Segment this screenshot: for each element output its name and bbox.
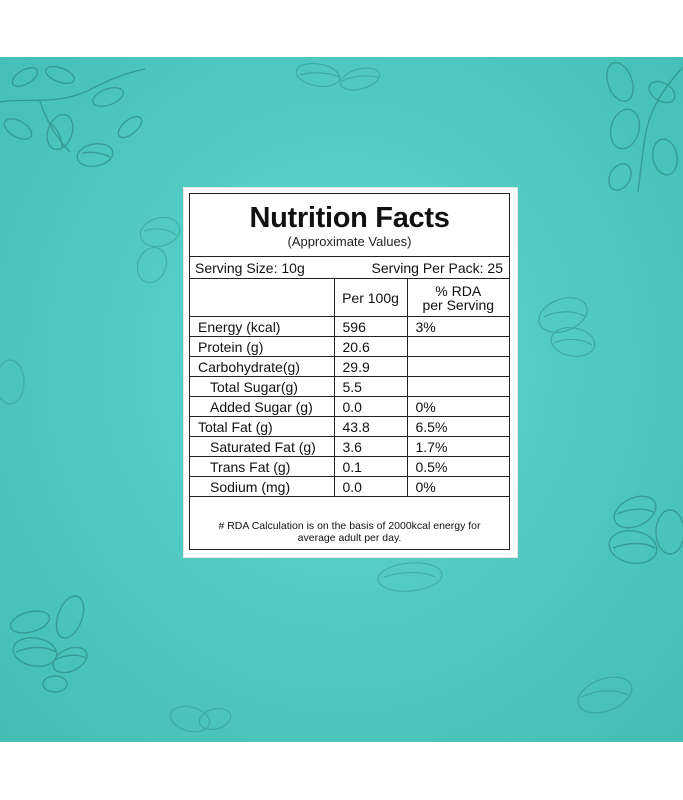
table-row: Total Sugar(g) 5.5 — [190, 376, 509, 397]
nutrient-rda — [406, 336, 509, 357]
table-row: Total Fat (g) 43.8 6.5% — [190, 416, 509, 437]
header-rda-line2: per Serving — [422, 296, 495, 313]
header-empty-cell — [190, 278, 335, 317]
table-row: Energy (kcal) 596 3% — [190, 316, 509, 337]
almond-icon — [595, 482, 683, 577]
table-row: Saturated Fat (g) 3.6 1.7% — [190, 436, 509, 457]
almond-icon — [290, 57, 400, 107]
nutrient-per100g: 0.0 — [333, 396, 408, 417]
header-per100g: Per 100g — [333, 278, 408, 317]
teal-background: Nutrition Facts (Approximate Values) Ser… — [0, 57, 683, 742]
nutrient-name: Added Sugar (g) — [190, 396, 335, 417]
nutrient-rda: 6.5% — [406, 416, 509, 437]
nutrient-per100g: 43.8 — [333, 416, 408, 437]
nutrient-rda: 0% — [406, 396, 509, 417]
nutrient-name: Sodium (mg) — [190, 476, 335, 497]
almond-branch-icon — [590, 57, 683, 197]
header-rda-line1: % RDA — [435, 282, 482, 299]
table-row: Carbohydrate(g) 29.9 — [190, 356, 509, 377]
almond-icon — [130, 207, 190, 287]
almond-icon — [570, 667, 640, 727]
nutrient-name: Energy (kcal) — [190, 316, 335, 337]
nutrient-per100g: 596 — [333, 316, 408, 337]
nutrient-rda: 1.7% — [406, 436, 509, 457]
label-title: Nutrition Facts — [249, 202, 450, 234]
almond-icon — [0, 357, 30, 407]
nutrient-per100g: 20.6 — [333, 336, 408, 357]
header-rda: % RDA per Serving — [406, 278, 509, 317]
almond-icon — [528, 287, 603, 367]
nutrient-per100g: 5.5 — [333, 376, 408, 397]
nutrient-name: Total Sugar(g) — [190, 376, 335, 397]
nutrient-name: Total Fat (g) — [190, 416, 335, 437]
rda-footnote: # RDA Calculation is on the basis of 200… — [190, 520, 509, 544]
nutrient-name: Carbohydrate(g) — [190, 356, 335, 377]
nutrient-per100g: 0.1 — [333, 456, 408, 477]
table-row: Protein (g) 20.6 — [190, 336, 509, 357]
almond-icon — [165, 697, 235, 742]
table-header-row: Per 100g % RDA per Serving — [190, 278, 509, 317]
nutrient-name: Trans Fat (g) — [190, 456, 335, 477]
nutrient-rda — [406, 356, 509, 377]
nutrient-per100g: 0.0 — [333, 476, 408, 497]
nutrient-rda: 3% — [406, 316, 509, 337]
table-row: Sodium (mg) 0.0 0% — [190, 476, 509, 497]
serving-row: Serving Size: 10g Serving Per Pack: 25 — [190, 256, 509, 278]
serving-size: Serving Size: 10g — [195, 260, 305, 276]
nutrient-per100g: 29.9 — [333, 356, 408, 377]
nutrient-rda: 0.5% — [406, 456, 509, 477]
nutrition-label: Nutrition Facts (Approximate Values) Ser… — [183, 187, 518, 558]
table-row: Trans Fat (g) 0.1 0.5% — [190, 456, 509, 477]
nutrient-name: Saturated Fat (g) — [190, 436, 335, 457]
nutrient-rda: 0% — [406, 476, 509, 497]
nutrient-name: Protein (g) — [190, 336, 335, 357]
almond-branch-icon — [0, 592, 100, 702]
footnote-line1: # RDA Calculation is on the basis of 200… — [218, 520, 481, 532]
nutrition-table: Per 100g % RDA per Serving Energy (kcal)… — [190, 278, 509, 497]
label-subtitle: (Approximate Values) — [287, 234, 412, 249]
footnote-line2: average adult per day. — [297, 532, 402, 544]
almond-branch-icon — [0, 57, 150, 182]
nutrient-rda — [406, 376, 509, 397]
table-row: Added Sugar (g) 0.0 0% — [190, 396, 509, 417]
nutrition-label-frame: Nutrition Facts (Approximate Values) Ser… — [189, 193, 510, 550]
almond-icon — [370, 557, 450, 602]
serving-per-pack: Serving Per Pack: 25 — [371, 260, 503, 276]
nutrient-per100g: 3.6 — [333, 436, 408, 457]
